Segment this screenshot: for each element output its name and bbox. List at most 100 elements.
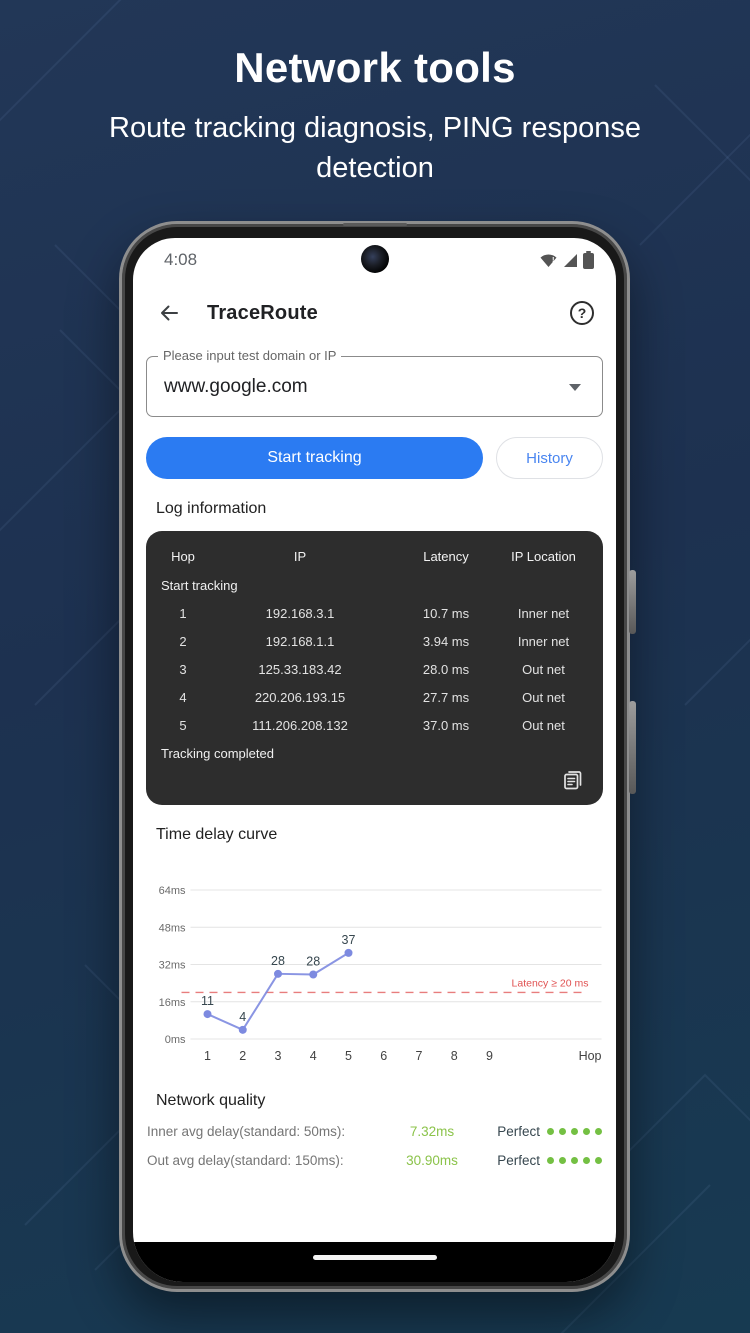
quality-rating: Perfect (497, 1124, 540, 1139)
log-row: 5 111.206.208.132 37.0 ms Out net (160, 711, 589, 739)
svg-text:!: ! (552, 255, 555, 264)
log-cell-latency: 10.7 ms (422, 605, 470, 621)
quality-label: Inner avg delay(standard: 50ms): (147, 1124, 346, 1139)
log-cell-ip: 192.168.3.1 (265, 605, 335, 621)
copy-icon (564, 771, 582, 790)
svg-text:64ms: 64ms (159, 885, 186, 897)
svg-text:28: 28 (306, 955, 320, 969)
status-bar: 4:08 ! (133, 238, 616, 282)
domain-input-label: Please input test domain or IP (158, 348, 342, 363)
quality-dot-icon (571, 1157, 578, 1164)
log-cell-latency: 37.0 ms (422, 717, 470, 733)
log-row: 3 125.33.183.42 28.0 ms Out net (160, 655, 589, 683)
log-section-title: Log information (156, 500, 267, 517)
log-cell-hop: 1 (179, 605, 187, 621)
quality-dot-icon (595, 1157, 602, 1164)
domain-input-value: www.google.com (164, 376, 308, 397)
svg-text:3: 3 (275, 1049, 282, 1063)
volume-button[interactable] (629, 570, 636, 634)
svg-text:32ms: 32ms (159, 960, 186, 972)
copy-log-button[interactable] (560, 768, 586, 794)
quality-rating: Perfect (497, 1153, 540, 1168)
log-start-message: Start tracking (161, 577, 238, 593)
svg-text:37: 37 (342, 933, 356, 947)
svg-text:1: 1 (204, 1049, 211, 1063)
quality-value: 30.90ms (406, 1153, 458, 1168)
help-button[interactable]: ? (570, 301, 594, 325)
log-cell-latency: 27.7 ms (422, 689, 470, 705)
log-cell-ip: 192.168.1.1 (265, 633, 335, 649)
back-button[interactable] (155, 299, 183, 327)
status-time: 4:08 (164, 250, 198, 269)
quality-row: Inner avg delay(standard: 50ms): 7.32ms Pe… (146, 1124, 603, 1139)
svg-text:0ms: 0ms (165, 1034, 186, 1046)
history-button[interactable]: History (496, 437, 603, 479)
svg-text:7: 7 (416, 1049, 423, 1063)
log-cell-hop: 3 (179, 661, 187, 677)
phone-screen: 4:08 ! TraceRoute ? (133, 238, 616, 1282)
phone-mockup: 4:08 ! TraceRoute ? (119, 221, 636, 1292)
log-column-header: Hop (171, 548, 195, 564)
front-camera (360, 245, 389, 273)
log-cell-location: Out net (522, 717, 565, 733)
screen-title: TraceRoute (207, 301, 318, 324)
quality-dot-icon (559, 1128, 566, 1135)
log-cell-latency: 3.94 ms (422, 633, 470, 649)
quality-dot-icon (559, 1157, 566, 1164)
signal-icon (564, 253, 577, 267)
svg-text:5: 5 (345, 1049, 352, 1063)
log-card: Hop IP Latency IP Location Start tracking 1… (146, 531, 603, 805)
chevron-down-icon[interactable] (569, 384, 581, 391)
svg-text:4: 4 (239, 1010, 246, 1024)
svg-text:48ms: 48ms (159, 922, 186, 934)
battery-icon (583, 251, 594, 269)
gesture-nav-bar (133, 1242, 616, 1282)
svg-text:4: 4 (310, 1049, 317, 1063)
back-arrow-icon (161, 305, 178, 321)
quality-dot-icon (547, 1157, 554, 1164)
log-cell-ip: 220.206.193.15 (254, 689, 346, 705)
log-cell-hop: 2 (179, 633, 187, 649)
log-cell-location: Out net (522, 661, 565, 677)
svg-text:6: 6 (380, 1049, 387, 1063)
svg-text:8: 8 (451, 1049, 458, 1063)
svg-text:Hop: Hop (579, 1049, 602, 1063)
log-cell-location: Out net (522, 689, 565, 705)
svg-text:28: 28 (271, 954, 285, 968)
latency-chart: 0ms 16ms 32ms 48ms 64ms 1 2 3 4 5 6 7 8 9 Hop Latency ≥… (146, 871, 603, 1071)
quality-label: Out avg delay(standard: 150ms): (147, 1153, 344, 1168)
hero-section: Network tools Route tracking diagnosis, … (0, 44, 750, 188)
log-column-header: IP Location (511, 548, 576, 564)
quality-dot-icon (571, 1128, 578, 1135)
log-cell-ip: 125.33.183.42 (258, 661, 342, 677)
quality-value: 7.32ms (409, 1124, 455, 1139)
gesture-handle[interactable] (312, 1255, 437, 1260)
quality-dot-icon (595, 1128, 602, 1135)
quality-dots (540, 1128, 602, 1135)
domain-input[interactable]: Please input test domain or IP www.googl… (146, 348, 603, 417)
latency-chart-svg: 0ms 16ms 32ms 48ms 64ms 1 2 3 4 5 6 7 8 9 Hop Latency ≥… (159, 885, 602, 1063)
log-row: 2 192.168.1.1 3.94 ms Inner net (160, 627, 589, 655)
log-end-message: Tracking completed (161, 745, 274, 761)
log-row: 4 220.206.193.15 27.7 ms Out net (160, 683, 589, 711)
quality-dot-icon (583, 1128, 590, 1135)
start-tracking-button[interactable]: Start tracking (146, 437, 483, 479)
svg-text:Latency ≥ 20 ms: Latency ≥ 20 ms (512, 977, 589, 989)
log-row: 1 192.168.3.1 10.7 ms Inner net (160, 599, 589, 627)
wifi-icon: ! (540, 253, 557, 267)
log-cell-location: Inner net (517, 605, 570, 621)
quality-dot-icon (583, 1157, 590, 1164)
screen-content: Please input test domain or IP www.googl… (133, 348, 616, 1168)
log-header-row: Hop IP Latency IP Location (160, 541, 589, 571)
help-icon: ? (577, 305, 587, 321)
log-cell-hop: 4 (179, 689, 187, 705)
quality-dots (540, 1157, 602, 1164)
app-bar: TraceRoute ? (133, 282, 616, 344)
log-column-header: Latency (423, 548, 469, 564)
earpiece-speaker (342, 223, 407, 226)
power-button[interactable] (629, 701, 636, 794)
log-cell-location: Inner net (517, 633, 570, 649)
quality-row: Out avg delay(standard: 150ms): 30.90ms Pe… (146, 1153, 603, 1168)
chart-section-title: Time delay curve (156, 826, 278, 843)
log-cell-hop: 5 (179, 717, 187, 733)
